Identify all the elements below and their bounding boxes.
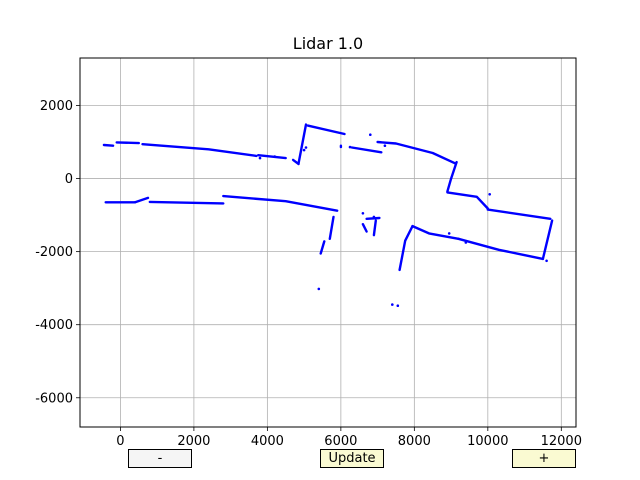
scan-segment	[376, 140, 456, 165]
scan-point	[488, 193, 492, 196]
y-tick-label: -6000	[35, 391, 73, 406]
scan-segment	[133, 196, 150, 204]
x-tick-label: 2000	[177, 434, 210, 449]
scan-segment	[411, 224, 460, 241]
scan-segment	[372, 219, 377, 237]
update-button[interactable]: Update	[320, 449, 384, 468]
scan-segment	[102, 143, 115, 147]
scan-point	[258, 156, 262, 160]
scan-point	[361, 212, 365, 215]
scan-point	[317, 287, 321, 291]
scan-segment	[361, 222, 368, 233]
scan-segment	[319, 240, 326, 255]
scan-point	[273, 155, 277, 158]
scan-point	[545, 259, 548, 263]
y-tick-label: 2000	[40, 99, 73, 114]
lidar-scan-points	[102, 123, 554, 308]
scan-point	[447, 232, 451, 235]
scan-point	[464, 241, 468, 244]
scan-segment	[457, 237, 545, 261]
scan-segment	[297, 123, 308, 165]
x-tick-label: 10000	[467, 434, 508, 449]
scan-segment	[350, 146, 383, 154]
zoom-out-button[interactable]: -	[128, 449, 192, 468]
plot-frame	[79, 57, 577, 428]
scan-segment	[541, 219, 554, 261]
scan-point	[369, 133, 372, 136]
x-tick-label: 4000	[251, 434, 284, 449]
x-tick-label: 6000	[324, 434, 357, 449]
x-tick-label: 0	[116, 434, 124, 449]
scan-segment	[398, 224, 414, 272]
scan-segment	[306, 124, 346, 136]
x-tick-label: 12000	[541, 434, 582, 449]
scan-segment	[222, 194, 339, 212]
zoom-in-button[interactable]: +	[512, 449, 576, 468]
scan-point	[383, 144, 387, 147]
axis-ticks: 0 2000 4000 6000 8000 10000 12000 2000 0 -2000 -40…	[35, 99, 582, 449]
scan-point	[304, 146, 308, 149]
x-tick-label: 8000	[398, 434, 431, 449]
scan-point	[348, 145, 352, 149]
scan-segment	[115, 141, 141, 145]
grid-lines	[80, 58, 576, 427]
scan-segment	[486, 208, 552, 221]
scan-segment	[257, 153, 287, 160]
scan-point	[391, 303, 394, 306]
scan-point	[396, 304, 400, 308]
scan-segment	[446, 191, 489, 210]
scan-point	[372, 215, 376, 219]
scan-segment	[328, 215, 335, 241]
y-tick-label: -4000	[35, 318, 73, 333]
scan-segment	[148, 200, 225, 205]
scan-segment	[446, 160, 458, 193]
scan-segment	[141, 142, 258, 158]
chart-title: Lidar 1.0	[293, 34, 363, 53]
y-tick-label: -2000	[35, 245, 73, 260]
scan-segment	[365, 216, 381, 221]
scan-point	[302, 148, 306, 152]
y-tick-label: 0	[65, 172, 73, 187]
